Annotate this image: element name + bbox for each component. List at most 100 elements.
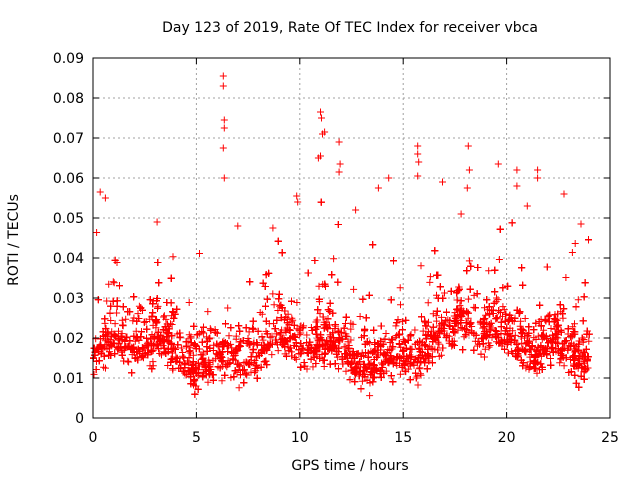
data-point	[417, 370, 424, 378]
data-point	[415, 365, 423, 373]
data-point	[274, 307, 282, 314]
data-point	[149, 358, 157, 366]
data-point	[251, 369, 259, 377]
data-point	[93, 229, 101, 236]
data-point	[499, 303, 507, 311]
data-point	[562, 274, 570, 281]
data-point	[102, 364, 109, 372]
data-point	[572, 379, 580, 387]
data-point	[517, 317, 525, 325]
data-point	[243, 371, 251, 379]
data-point	[297, 329, 305, 337]
data-point	[424, 299, 432, 307]
data-point	[435, 352, 443, 360]
data-point	[398, 318, 406, 326]
data-point	[307, 324, 315, 331]
data-point	[574, 296, 582, 304]
data-point	[470, 291, 478, 299]
data-point	[464, 295, 472, 303]
data-point	[521, 315, 529, 322]
data-point	[235, 384, 243, 392]
data-point	[125, 358, 133, 366]
data-point	[540, 326, 548, 334]
data-point	[303, 331, 311, 339]
data-point	[396, 284, 404, 292]
chart-title: Day 123 of 2019, Rate Of TEC Index for r…	[162, 20, 538, 36]
data-point	[511, 331, 519, 339]
data-point	[113, 309, 121, 317]
data-point	[204, 378, 212, 386]
data-point	[465, 257, 473, 265]
data-point	[487, 326, 495, 334]
data-point	[510, 317, 518, 325]
data-point	[122, 315, 130, 323]
data-point	[392, 322, 400, 330]
data-point	[425, 318, 432, 326]
data-point	[320, 363, 328, 370]
data-point	[177, 344, 185, 352]
data-point	[148, 313, 156, 321]
data-point	[571, 320, 578, 328]
data-point	[206, 325, 214, 333]
data-point	[160, 312, 168, 320]
data-point	[356, 313, 364, 320]
data-point	[500, 306, 508, 314]
data-point	[259, 336, 267, 344]
data-point	[258, 310, 266, 318]
data-point	[107, 317, 115, 324]
data-point	[111, 320, 119, 328]
data-point	[417, 262, 425, 270]
data-point	[340, 343, 348, 351]
data-point	[411, 326, 419, 334]
data-point	[272, 330, 280, 338]
data-point	[164, 362, 172, 369]
data-point	[245, 328, 253, 336]
data-point	[427, 344, 435, 352]
data-point	[382, 330, 390, 337]
data-point	[270, 320, 277, 328]
data-point	[109, 278, 117, 286]
data-point	[560, 362, 568, 370]
data-point	[481, 345, 489, 353]
data-point	[169, 253, 177, 261]
data-point	[152, 324, 160, 332]
data-point	[234, 347, 242, 354]
data-point	[347, 336, 355, 344]
data-point	[270, 301, 278, 309]
data-point	[433, 317, 441, 325]
data-point	[219, 358, 227, 366]
data-point	[533, 369, 541, 377]
data-point	[569, 323, 577, 331]
data-point	[179, 349, 187, 356]
data-point	[274, 347, 282, 355]
data-point	[485, 343, 493, 351]
data-point	[397, 301, 404, 309]
data-point	[330, 255, 338, 263]
data-point	[476, 318, 484, 326]
data-point	[292, 355, 300, 363]
data-point	[134, 310, 142, 318]
data-point	[158, 351, 165, 359]
data-point	[485, 267, 493, 275]
data-point	[103, 297, 111, 305]
data-point	[288, 314, 296, 322]
data-point	[556, 359, 564, 367]
data-point	[244, 335, 252, 342]
data-point	[185, 299, 193, 306]
data-point	[225, 332, 233, 340]
data-point	[218, 377, 226, 385]
data-point	[571, 240, 579, 247]
data-point	[110, 279, 118, 287]
data-point	[293, 299, 301, 306]
data-point	[579, 338, 587, 346]
data-point	[396, 370, 404, 378]
data-point	[438, 313, 445, 321]
data-point	[344, 338, 352, 346]
data-point	[426, 278, 434, 286]
data-point	[482, 311, 490, 319]
data-point	[309, 363, 317, 371]
data-point	[90, 370, 98, 378]
data-point	[131, 337, 139, 345]
data-point	[350, 285, 358, 293]
data-point	[224, 304, 232, 312]
